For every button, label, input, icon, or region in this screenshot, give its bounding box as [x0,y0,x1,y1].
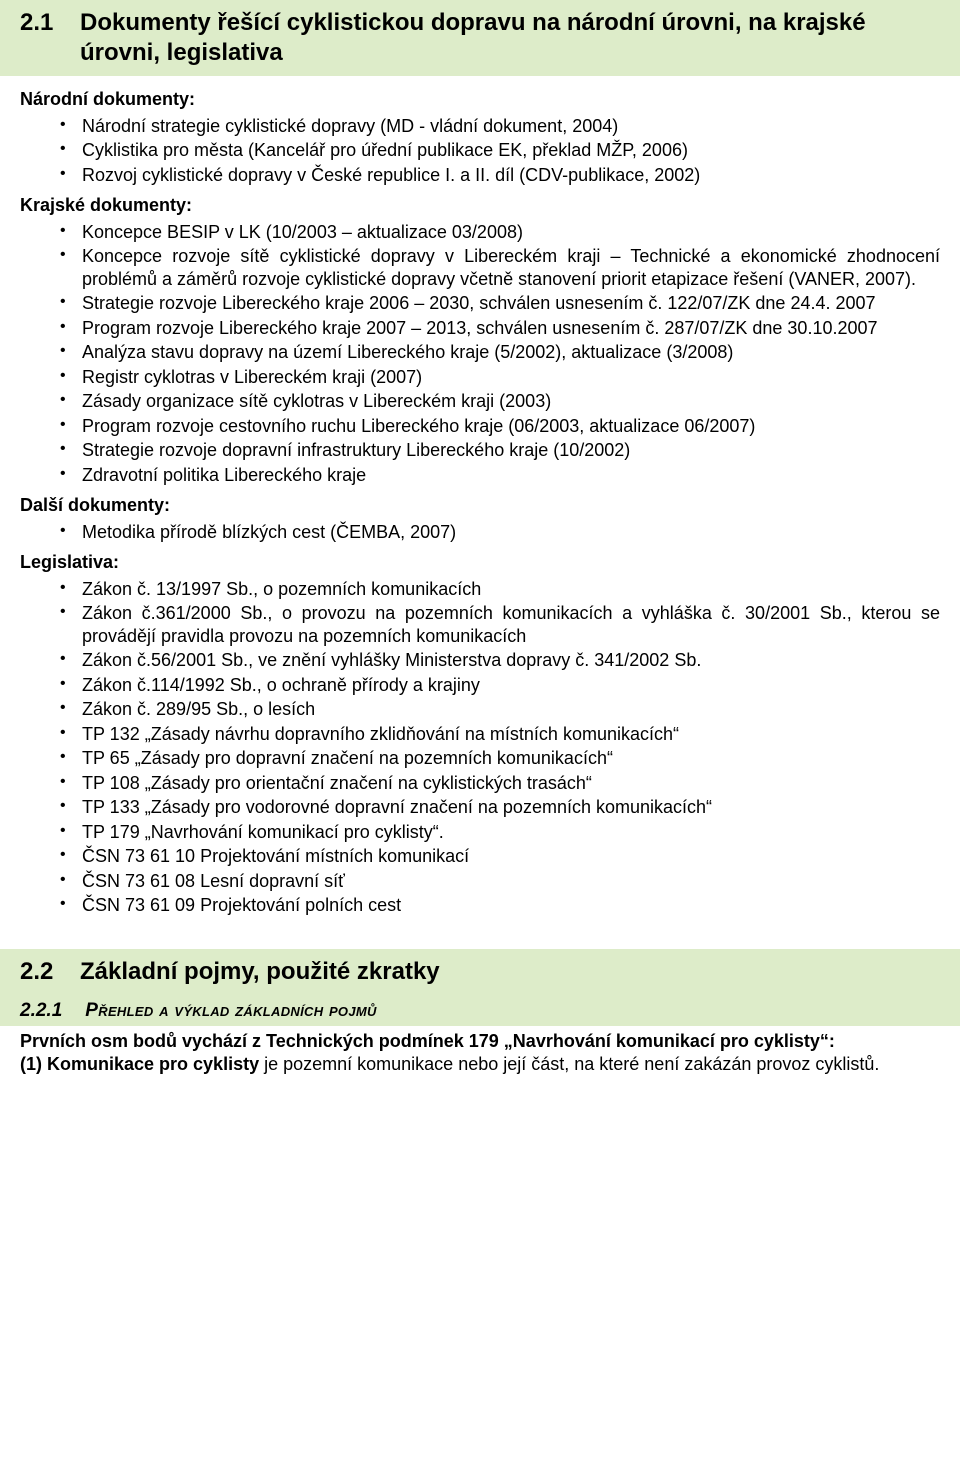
list-item: TP 179 „Navrhování komunikací pro cyklis… [20,821,940,844]
dalsi-title: Další dokumenty: [20,494,940,517]
list-item: Zákon č. 289/95 Sb., o lesích [20,698,940,721]
list-item-text: TP 65 „Zásady pro dopravní značení na po… [82,747,940,770]
list-item-text: Národní strategie cyklistické dopravy (M… [82,115,940,138]
section-title: Základní pojmy, použité zkratky [80,957,940,987]
list-item-text: Strategie rozvoje dopravní infrastruktur… [82,439,940,462]
intro-line2-prefix: (1) Komunikace pro cyklisty [20,1054,259,1074]
list-item: TP 65 „Zásady pro dopravní značení na po… [20,747,940,770]
list-item-text: TP 108 „Zásady pro orientační značení na… [82,772,940,795]
list-item-text: Zásady organizace sítě cyklotras v Liber… [82,390,940,413]
dalsi-list: Metodika přírodě blízkých cest (ČEMBA, 2… [20,521,940,544]
spacer [0,935,960,949]
list-item-text: TP 179 „Navrhování komunikací pro cyklis… [82,821,940,844]
list-item-text: Koncepce rozvoje sítě cyklistické doprav… [82,245,940,290]
subsection-2-2-1-header: 2.2.1 Přehled a výklad základních pojmů [0,995,960,1027]
section-2-1-header: 2.1 Dokumenty řešící cyklistickou doprav… [0,0,960,76]
list-item: Zákon č.56/2001 Sb., ve znění vyhlášky M… [20,649,940,672]
section-title: Dokumenty řešící cyklistickou dopravu na… [80,8,940,68]
list-item: Zdravotní politika Libereckého kraje [20,464,940,487]
list-item-text: Analýza stavu dopravy na území Liberecké… [82,341,940,364]
list-item: Strategie rozvoje dopravní infrastruktur… [20,439,940,462]
list-item: Zásady organizace sítě cyklotras v Liber… [20,390,940,413]
narodni-list: Národní strategie cyklistické dopravy (M… [20,115,940,187]
intro-paragraph: Prvních osm bodů vychází z Technických p… [0,1026,960,1075]
list-item-text: TP 132 „Zásady návrhu dopravního zklidňo… [82,723,940,746]
list-item-text: Cyklistika pro města (Kancelář pro úředn… [82,139,940,162]
section-2-2-header: 2.2 Základní pojmy, použité zkratky [0,949,960,995]
list-item: Analýza stavu dopravy na území Liberecké… [20,341,940,364]
list-item: TP 108 „Zásady pro orientační značení na… [20,772,940,795]
list-item-text: Zákon č. 13/1997 Sb., o pozemních komuni… [82,578,940,601]
intro-line2-rest: je pozemní komunikace nebo její část, na… [259,1054,879,1074]
list-item-text: Zdravotní politika Libereckého kraje [82,464,940,487]
list-item-text: ČSN 73 61 10 Projektování místních komun… [82,845,940,868]
intro-line1: Prvních osm bodů vychází z Technických p… [20,1031,835,1051]
section-2-1-content: Národní dokumenty: Národní strategie cyk… [0,76,960,935]
list-item: Zákon č.361/2000 Sb., o provozu na pozem… [20,602,940,647]
subsection-number: 2.2.1 [20,999,80,1023]
list-item-text: Metodika přírodě blízkých cest (ČEMBA, 2… [82,521,940,544]
list-item: Zákon č. 13/1997 Sb., o pozemních komuni… [20,578,940,601]
list-item-text: Program rozvoje Libereckého kraje 2007 –… [82,317,940,340]
subsection-title: Přehled a výklad základních pojmů [85,1000,376,1021]
list-item: Registr cyklotras v Libereckém kraji (20… [20,366,940,389]
legislativa-list: Zákon č. 13/1997 Sb., o pozemních komuni… [20,578,940,917]
krajske-list: Koncepce BESIP v LK (10/2003 – aktualiza… [20,221,940,487]
list-item-text: TP 133 „Zásady pro vodorovné dopravní zn… [82,796,940,819]
list-item-text: Program rozvoje cestovního ruchu Liberec… [82,415,940,438]
list-item-text: Zákon č. 289/95 Sb., o lesích [82,698,940,721]
list-item: ČSN 73 61 08 Lesní dopravní síť [20,870,940,893]
list-item: Cyklistika pro města (Kancelář pro úředn… [20,139,940,162]
list-item-text: Registr cyklotras v Libereckém kraji (20… [82,366,940,389]
list-item: Program rozvoje Libereckého kraje 2007 –… [20,317,940,340]
list-item-text: ČSN 73 61 08 Lesní dopravní síť [82,870,940,893]
list-item-text: Zákon č.361/2000 Sb., o provozu na pozem… [82,602,940,647]
list-item: TP 132 „Zásady návrhu dopravního zklidňo… [20,723,940,746]
narodni-title: Národní dokumenty: [20,88,940,111]
list-item: Národní strategie cyklistické dopravy (M… [20,115,940,138]
list-item: Zákon č.114/1992 Sb., o ochraně přírody … [20,674,940,697]
list-item: ČSN 73 61 10 Projektování místních komun… [20,845,940,868]
section-number: 2.2 [20,957,80,987]
list-item-text: Strategie rozvoje Libereckého kraje 2006… [82,292,940,315]
list-item-text: Koncepce BESIP v LK (10/2003 – aktualiza… [82,221,940,244]
list-item: Strategie rozvoje Libereckého kraje 2006… [20,292,940,315]
list-item: Metodika přírodě blízkých cest (ČEMBA, 2… [20,521,940,544]
list-item: Koncepce rozvoje sítě cyklistické doprav… [20,245,940,290]
section-number: 2.1 [20,8,80,38]
list-item-text: Rozvoj cyklistické dopravy v České repub… [82,164,940,187]
list-item: Program rozvoje cestovního ruchu Liberec… [20,415,940,438]
list-item: Rozvoj cyklistické dopravy v České repub… [20,164,940,187]
list-item: Koncepce BESIP v LK (10/2003 – aktualiza… [20,221,940,244]
list-item-text: Zákon č.114/1992 Sb., o ochraně přírody … [82,674,940,697]
list-item-text: ČSN 73 61 09 Projektování polních cest [82,894,940,917]
list-item-text: Zákon č.56/2001 Sb., ve znění vyhlášky M… [82,649,940,672]
list-item: ČSN 73 61 09 Projektování polních cest [20,894,940,917]
legislativa-title: Legislativa: [20,551,940,574]
krajske-title: Krajské dokumenty: [20,194,940,217]
list-item: TP 133 „Zásady pro vodorovné dopravní zn… [20,796,940,819]
